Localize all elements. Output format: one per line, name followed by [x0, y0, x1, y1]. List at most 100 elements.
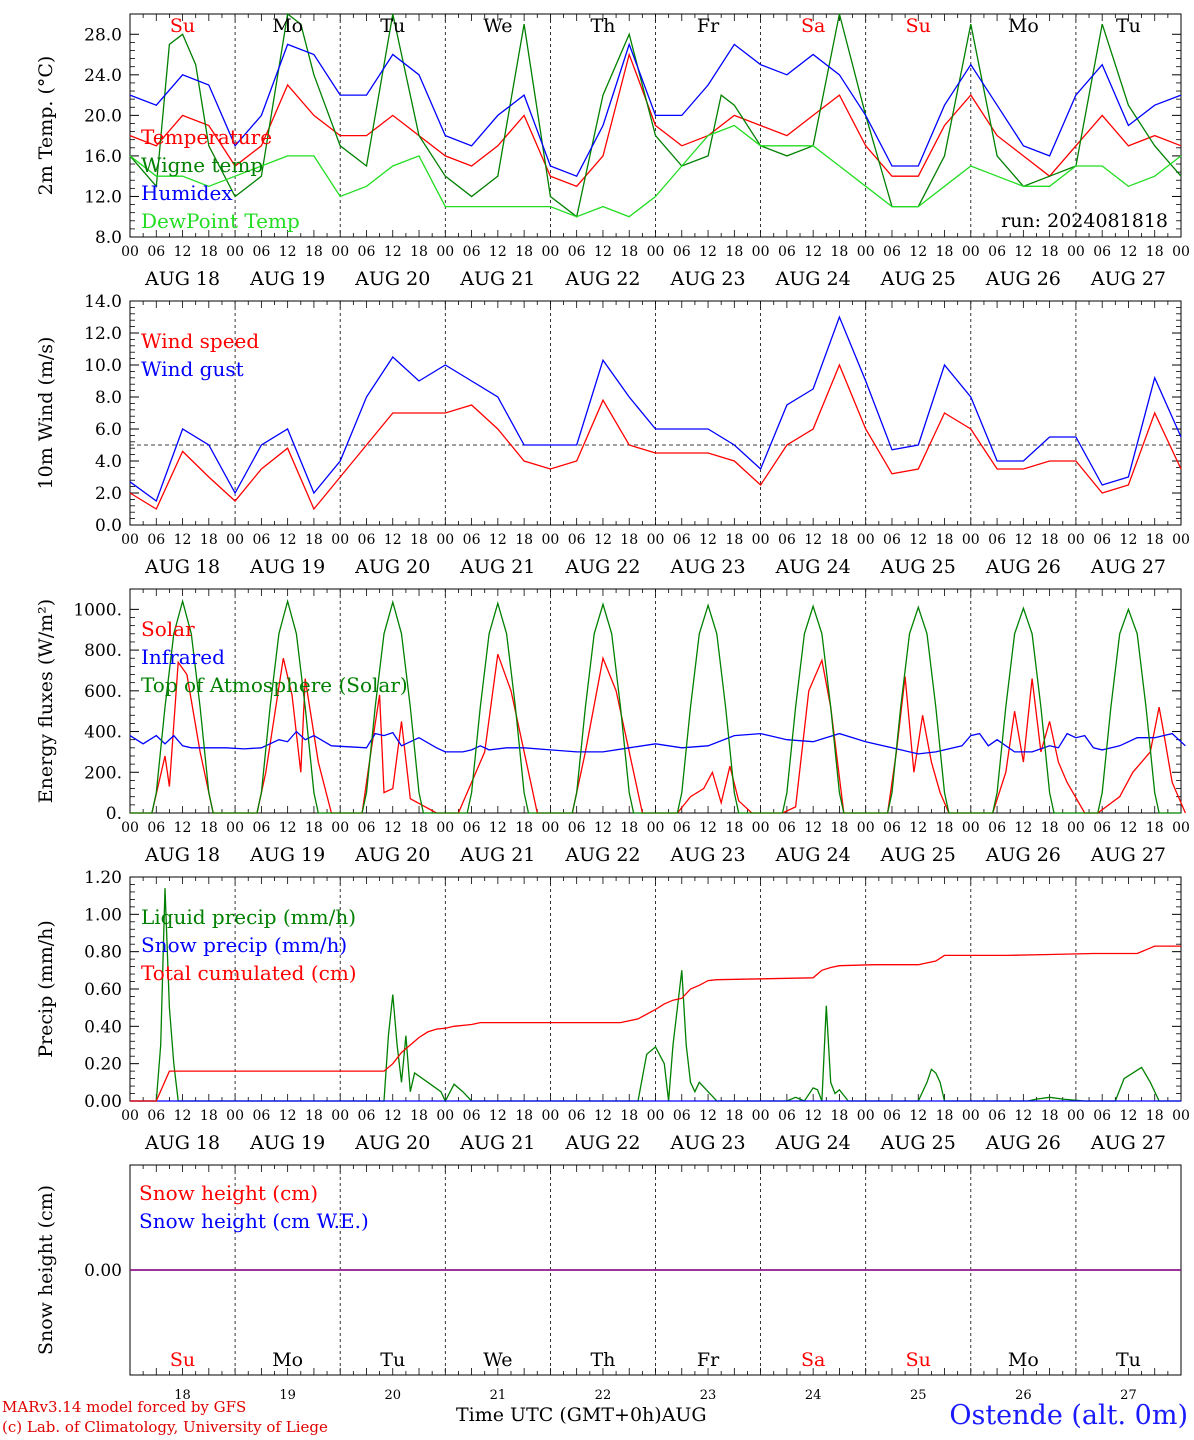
weekday-top-label: Mo	[272, 15, 303, 37]
hour-tick-label: 18	[305, 1108, 323, 1124]
hour-tick-label: 06	[147, 1108, 165, 1124]
hour-tick-label: 00	[962, 532, 980, 548]
hour-tick-label: 12	[1120, 244, 1138, 260]
hour-tick-label: 12	[279, 1108, 297, 1124]
series-line-total-cumulated-cm-	[130, 945, 1181, 1102]
hour-tick-label: 06	[463, 1108, 481, 1124]
y-tick-label: 800.	[84, 641, 122, 661]
weekday-bottom-label: Th	[590, 1349, 615, 1371]
hour-tick-label: 18	[620, 1108, 638, 1124]
hour-tick-label: 00	[121, 820, 139, 836]
hour-tick-label: 06	[358, 244, 376, 260]
y-tick-label: 200.	[84, 763, 122, 783]
hour-tick-label: 18	[936, 820, 954, 836]
hour-tick-label: 00	[226, 532, 244, 548]
y-tick-label: 400.	[84, 723, 122, 743]
weekday-top-label: Fr	[697, 15, 720, 37]
date-label: AUG 18	[144, 268, 220, 290]
hour-tick-label: 06	[778, 532, 796, 548]
hour-tick-label: 12	[384, 820, 402, 836]
hour-tick-label: 12	[279, 532, 297, 548]
y-tick-label: 1000.	[73, 600, 122, 620]
legend-entry: Solar	[141, 617, 195, 641]
legend-entry: Top of Atmosphere (Solar)	[141, 673, 408, 697]
hour-tick-label: 12	[489, 244, 507, 260]
hour-tick-label: 06	[883, 820, 901, 836]
panel-frame-2	[129, 300, 1182, 526]
weekday-bottom-label: Su	[906, 1349, 931, 1371]
weekday-bottom-label: Mo	[1008, 1349, 1039, 1371]
x-axis-month: AUG	[661, 1404, 707, 1426]
hour-tick-label: 06	[147, 532, 165, 548]
hour-tick-label: 06	[673, 532, 691, 548]
hour-tick-label: 12	[174, 532, 192, 548]
y-axis-label: 10m Wind (m/s)	[35, 337, 57, 490]
date-label: AUG 24	[775, 268, 851, 290]
hour-tick-label: 18	[515, 532, 533, 548]
hour-tick-label: 00	[226, 1108, 244, 1124]
hour-tick-label: 00	[226, 820, 244, 836]
hour-tick-label: 06	[568, 820, 586, 836]
hour-tick-label: 12	[699, 532, 717, 548]
credit-lab: (c) Lab. of Climatology, University of L…	[2, 1418, 328, 1436]
hour-tick-label: 06	[1093, 820, 1111, 836]
hour-tick-label: 12	[1120, 820, 1138, 836]
date-label: AUG 20	[354, 268, 430, 290]
hour-tick-label: 18	[305, 820, 323, 836]
date-label: AUG 18	[144, 556, 220, 578]
hour-tick-label: 06	[252, 244, 270, 260]
y-tick-label: 10.0	[84, 356, 122, 376]
hour-tick-label: 00	[541, 1108, 559, 1124]
weekday-top-label: Th	[590, 15, 615, 37]
legend-entry: Wigne temp	[141, 153, 263, 177]
date-label: AUG 25	[880, 1132, 956, 1154]
hour-tick-label: 00	[962, 244, 980, 260]
date-label: AUG 20	[354, 1132, 430, 1154]
hour-tick-label: 12	[279, 820, 297, 836]
date-label: AUG 20	[354, 556, 430, 578]
hour-tick-label: 12	[594, 820, 612, 836]
y-tick-label: 20.0	[84, 106, 122, 126]
hour-tick-label: 18	[936, 1108, 954, 1124]
hour-tick-label: 18	[200, 244, 218, 260]
hour-tick-label: 00	[1172, 532, 1190, 548]
day-number-label: 27	[1120, 1388, 1137, 1403]
weekday-top-label: Tu	[380, 15, 405, 37]
hour-tick-label: 06	[673, 244, 691, 260]
hour-tick-label: 00	[857, 820, 875, 836]
hour-tick-label: 00	[1067, 1108, 1085, 1124]
hour-tick-label: 12	[384, 532, 402, 548]
hour-tick-label: 18	[305, 244, 323, 260]
hour-tick-label: 06	[147, 244, 165, 260]
date-label: AUG 23	[669, 1132, 745, 1154]
hour-tick-label: 18	[410, 820, 428, 836]
hour-tick-label: 00	[1172, 244, 1190, 260]
date-label: AUG 19	[249, 268, 325, 290]
hour-tick-label: 00	[226, 244, 244, 260]
weekday-top-label: Su	[906, 15, 931, 37]
date-label: AUG 21	[459, 556, 535, 578]
series-line-dewpoint-temp	[129, 124, 1182, 218]
hour-tick-label: 18	[410, 532, 428, 548]
hour-tick-label: 18	[725, 532, 743, 548]
legend-entry: DewPoint Temp	[141, 209, 300, 233]
hour-tick-label: 00	[857, 244, 875, 260]
hour-tick-label: 18	[936, 244, 954, 260]
date-label: AUG 25	[880, 556, 956, 578]
hour-tick-label: 18	[200, 1108, 218, 1124]
hour-tick-label: 12	[1014, 532, 1032, 548]
hour-tick-label: 06	[778, 244, 796, 260]
date-label: AUG 19	[249, 844, 325, 866]
y-tick-label: 12.0	[84, 187, 122, 207]
date-label: AUG 27	[1090, 268, 1166, 290]
hour-tick-label: 00	[1172, 820, 1190, 836]
hour-tick-label: 18	[936, 532, 954, 548]
hour-tick-label: 00	[436, 1108, 454, 1124]
hour-tick-label: 06	[988, 1108, 1006, 1124]
date-label: AUG 24	[775, 556, 851, 578]
legend-entry: Snow height (cm)	[139, 1181, 318, 1205]
y-tick-label: 12.0	[84, 324, 122, 344]
y-tick-label: 4.0	[95, 452, 122, 472]
y-tick-label: 0.0	[95, 516, 122, 536]
